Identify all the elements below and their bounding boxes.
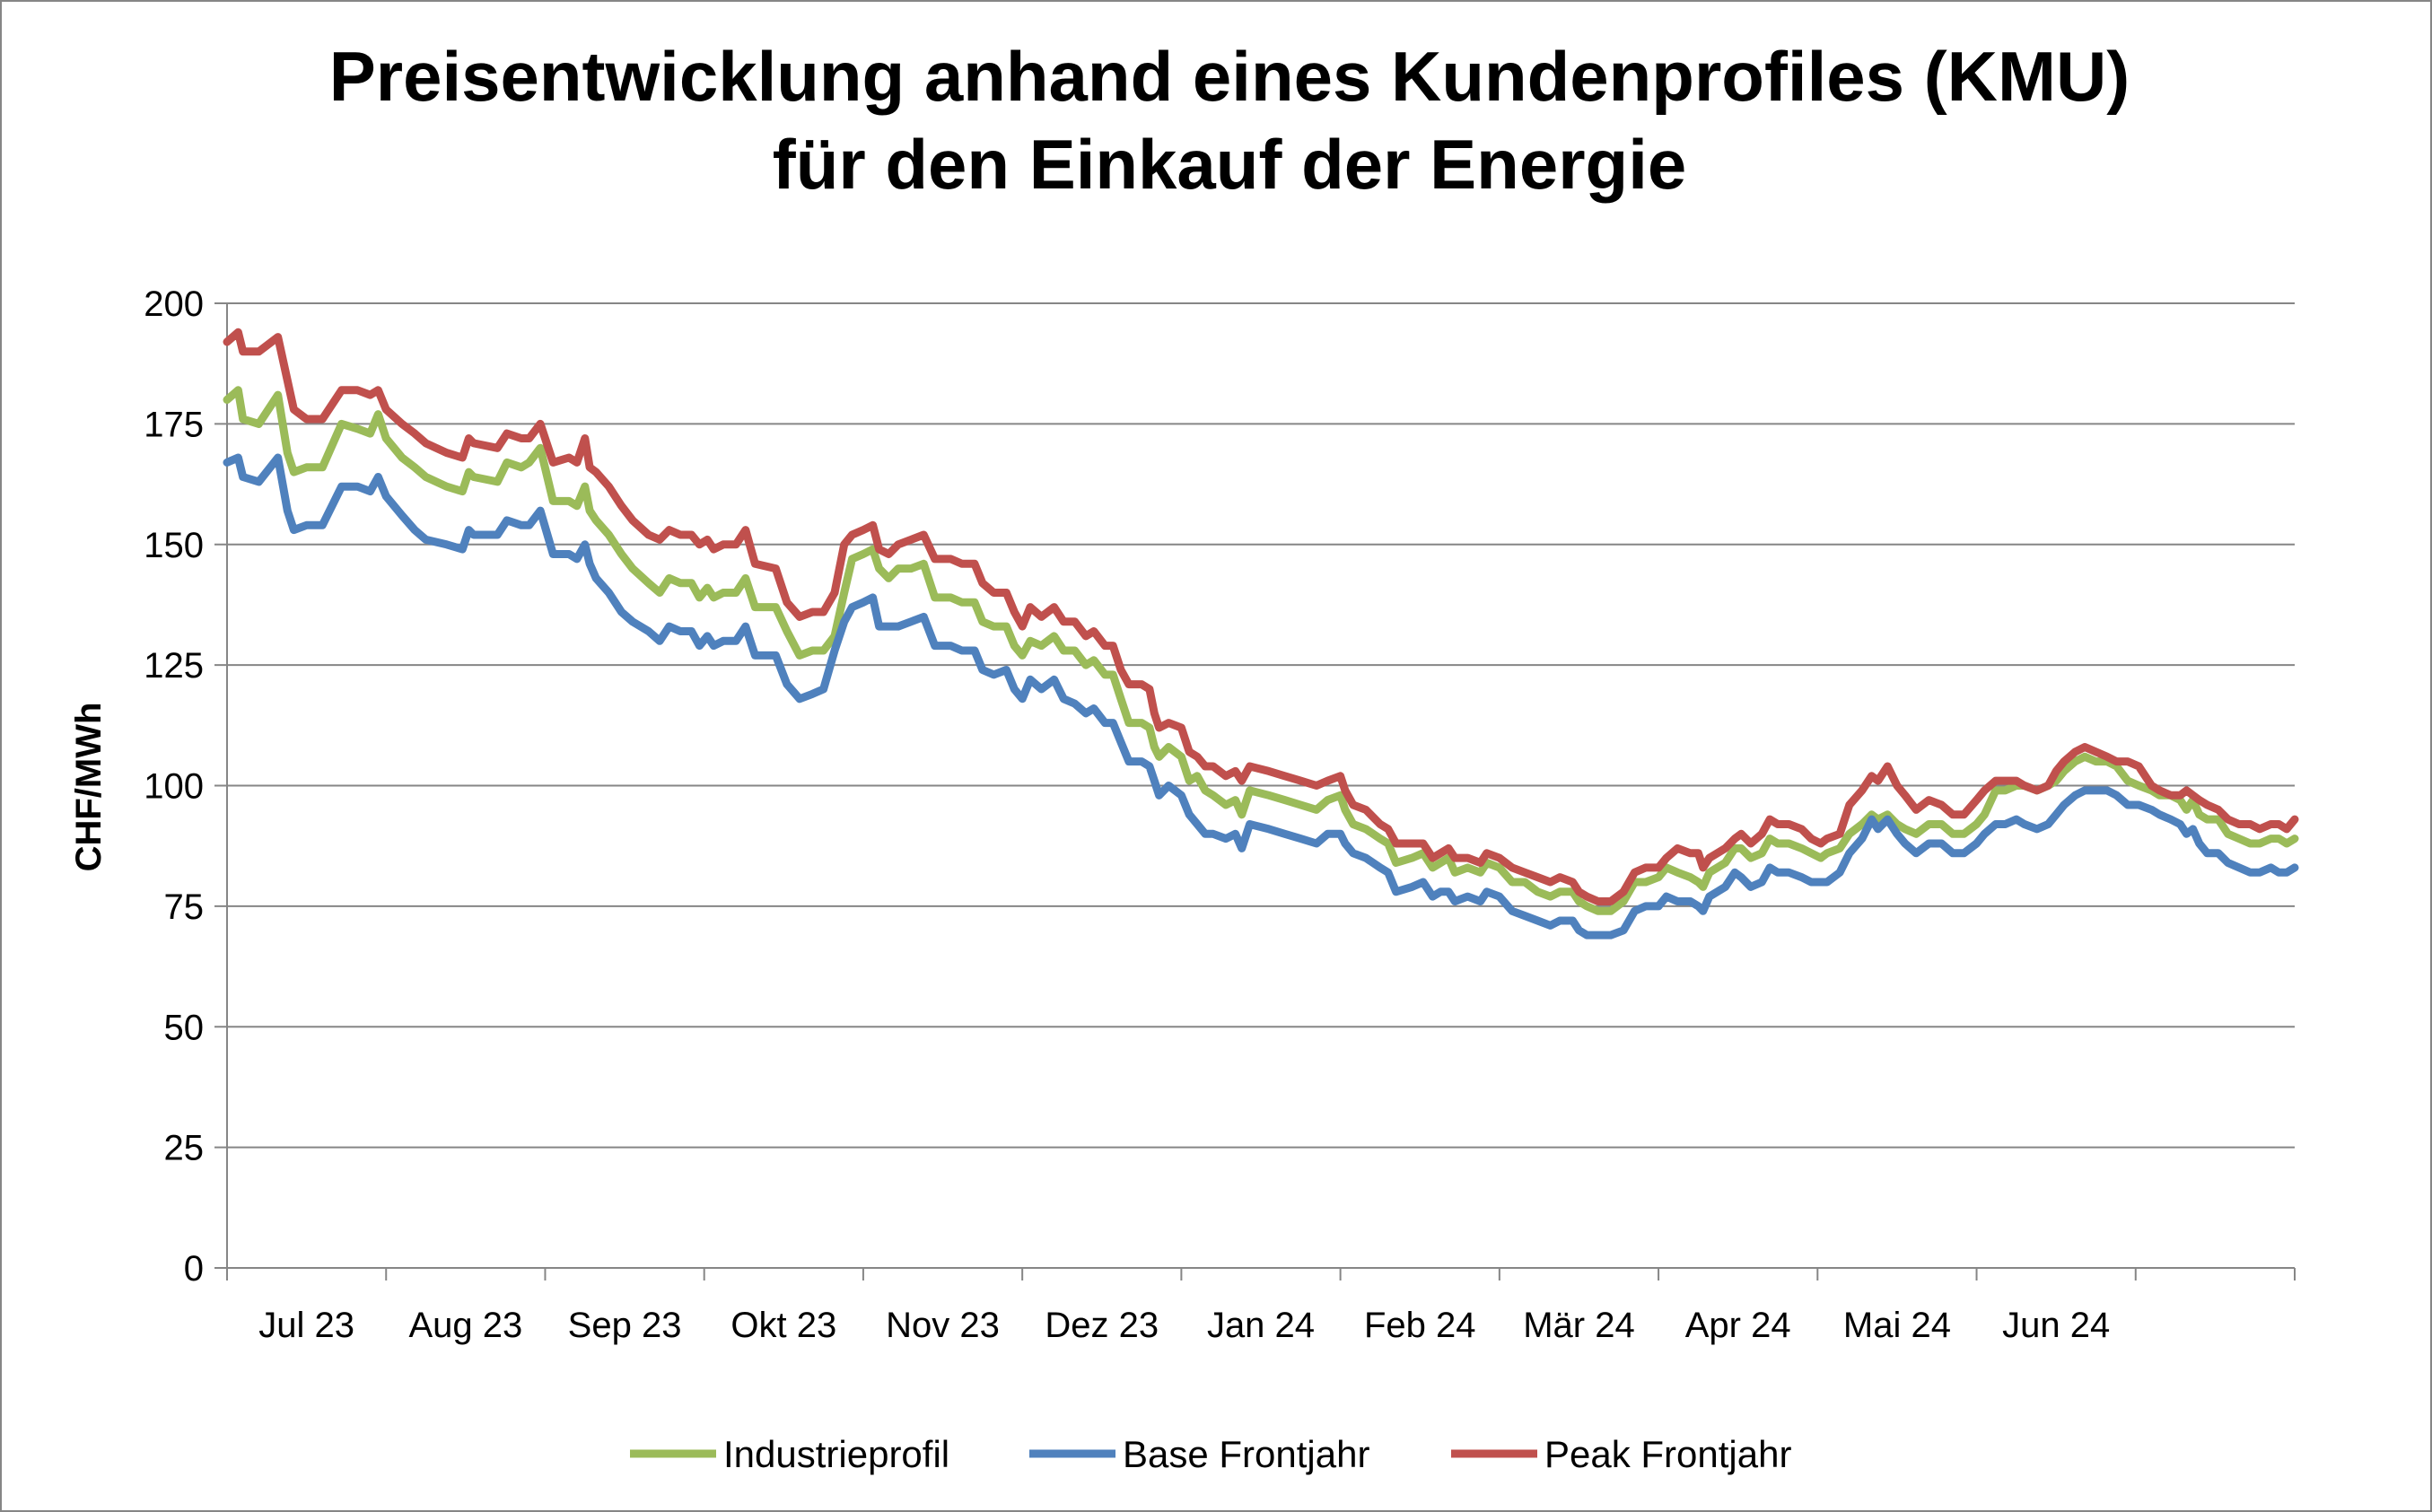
x-tick-label: Mai 24 <box>1843 1306 1951 1345</box>
chart-title: Preisentwicklung anhand eines Kundenprof… <box>329 37 2130 204</box>
x-tick-label: Jul 23 <box>258 1306 354 1345</box>
chart-title-line-1: Preisentwicklung anhand eines Kundenprof… <box>329 37 2130 116</box>
x-tick-label: Jan 24 <box>1207 1306 1315 1345</box>
y-tick-label: 75 <box>164 887 205 927</box>
series-line-3 <box>223 328 2299 905</box>
y-tick-labels: 0 25 50 75 100 125 150 175 200 <box>144 284 204 1289</box>
legend: Industrieprofil Base Frontjahr Peak Frontj… <box>630 1433 1791 1475</box>
y-axis-label: CHF/MWh <box>69 703 109 872</box>
gridlines <box>227 302 2295 1149</box>
axes <box>214 302 2296 1280</box>
x-tick-labels: Jul 23 Aug 23 Sep 23 Okt 23 Nov 23 Dez 23 Jan … <box>258 1306 2110 1345</box>
x-tick-label: Sep 23 <box>568 1306 682 1345</box>
y-tick-label: 100 <box>144 767 204 807</box>
x-tick-label: Aug 23 <box>408 1306 522 1345</box>
x-tick-label: Jun 24 <box>2002 1306 2110 1345</box>
chart-title-line-2: für den Einkauf der Energie <box>773 125 1687 204</box>
y-tick-label: 125 <box>144 646 204 686</box>
legend-label: Industrieprofil <box>723 1433 949 1475</box>
legend-label: Base Frontjahr <box>1123 1433 1369 1475</box>
x-tick-label: Dez 23 <box>1045 1306 1159 1345</box>
y-tick-label: 150 <box>144 526 204 565</box>
y-tick-label: 200 <box>144 284 204 324</box>
x-tick-label: Nov 23 <box>886 1306 1000 1345</box>
series-lines <box>223 328 2299 940</box>
y-tick-label: 25 <box>164 1129 205 1168</box>
x-tick-label: Okt 23 <box>730 1306 836 1345</box>
series-line-1 <box>223 386 2299 915</box>
series-line-2 <box>223 453 2299 940</box>
y-tick-label: 50 <box>164 1008 205 1047</box>
y-tick-label: 175 <box>144 405 204 444</box>
x-tick-label: Mär 24 <box>1523 1306 1635 1345</box>
legend-label: Peak Frontjahr <box>1544 1433 1791 1475</box>
y-tick-label: 0 <box>184 1249 204 1289</box>
x-tick-label: Apr 24 <box>1685 1306 1791 1345</box>
x-tick-label: Feb 24 <box>1364 1306 1476 1345</box>
